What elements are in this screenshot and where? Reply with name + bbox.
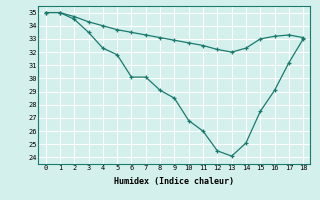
X-axis label: Humidex (Indice chaleur): Humidex (Indice chaleur) — [115, 177, 234, 186]
